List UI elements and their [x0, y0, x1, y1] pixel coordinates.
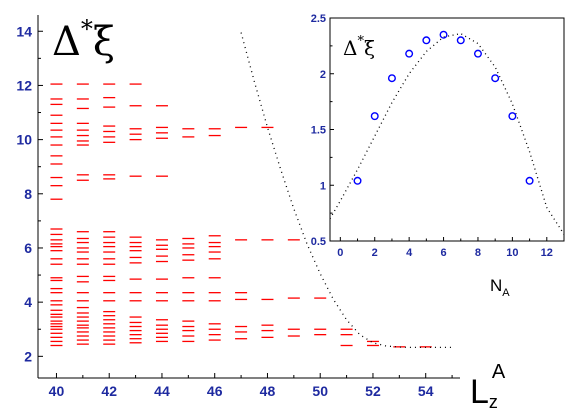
inset-x-tick-label: 12 — [541, 247, 553, 259]
inset-x-tick-label: 10 — [506, 247, 518, 259]
inset-data-point — [405, 49, 414, 58]
inset-points — [353, 30, 534, 185]
inset-data-point — [491, 74, 500, 83]
inset-x-tick-label: 6 — [440, 247, 446, 259]
inset-data-point — [370, 112, 379, 121]
inset-fit-curve — [329, 32, 565, 235]
inset-data-point — [525, 176, 534, 185]
inset-x-axis-label: NA — [490, 276, 510, 299]
inset-x-tick-label: 0 — [337, 247, 343, 259]
inset-ticks: 0 2 4 6 8 10 12 0.5 1 1.5 2 2.5 — [311, 13, 565, 259]
main-x-axis-label: LzA — [470, 361, 506, 412]
inset-y-tick-label: 0.5 — [311, 236, 326, 248]
main-x-tick-label: 42 — [101, 383, 117, 399]
inset-y-tick-label: 1 — [320, 180, 326, 192]
inset-data-point — [473, 49, 482, 58]
inset-data-point — [456, 36, 465, 45]
inset-x-tick-label: 2 — [372, 247, 378, 259]
main-x-tick-label: 40 — [49, 383, 65, 399]
main-x-tick-label: 54 — [418, 383, 434, 399]
main-y-axis-label: Δ*ξ — [52, 15, 115, 65]
inset-y-tick-label: 1.5 — [311, 125, 326, 137]
main-y-tick-label: 6 — [24, 240, 32, 256]
inset-data-point — [439, 30, 448, 39]
main-x-tick-label: 50 — [312, 383, 328, 399]
inset-y-tick-label: 2.5 — [311, 13, 326, 25]
main-y-tick-label: 8 — [24, 186, 32, 202]
inset-x-tick-label: 4 — [406, 247, 413, 259]
inset-y-axis-label: Δ*ξ — [343, 34, 375, 60]
inset-plot: 0 2 4 6 8 10 12 0.5 1 1.5 2 2.5 Δ*ξ NA — [311, 13, 565, 299]
main-fit-curve — [240, 32, 453, 349]
main-x-tick-label: 44 — [154, 383, 170, 399]
inset-y-tick-label: 2 — [320, 69, 326, 81]
inset-x-tick-label: 8 — [475, 247, 481, 259]
main-x-tick-label: 48 — [260, 383, 276, 399]
main-levels — [50, 83, 432, 348]
inset-data-point — [508, 112, 517, 121]
main-x-tick-label: 46 — [207, 383, 223, 399]
inset-data-point — [422, 36, 431, 45]
main-y-tick-label: 10 — [16, 132, 32, 148]
inset-data-point — [387, 74, 396, 83]
inset-data-point — [353, 176, 362, 185]
main-x-tick-label: 52 — [365, 383, 381, 399]
main-y-tick-label: 2 — [24, 348, 32, 364]
main-y-tick-label: 12 — [16, 77, 32, 93]
main-y-tick-label: 4 — [24, 294, 32, 310]
main-y-tick-label: 14 — [16, 23, 32, 39]
